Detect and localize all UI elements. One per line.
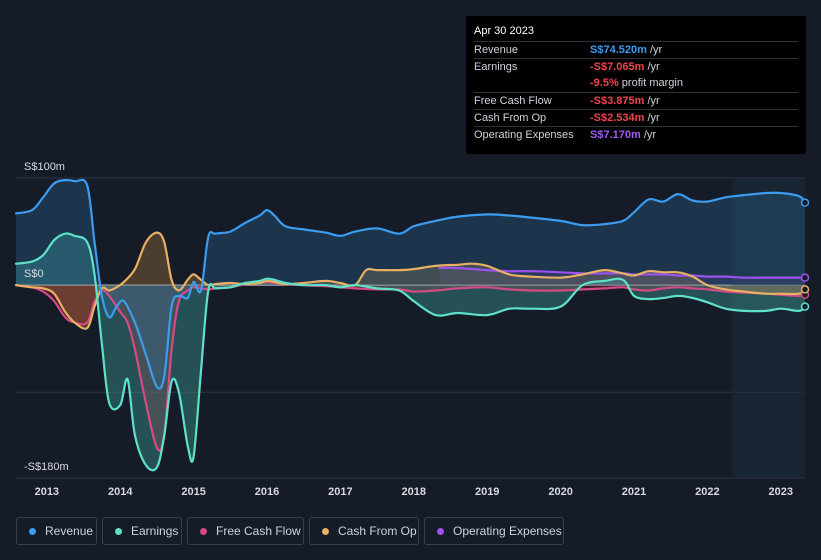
tooltip-value: S$7.170m (590, 129, 641, 141)
tooltip-unit: profit margin (618, 77, 683, 89)
x-tick-label: 2019 (475, 486, 499, 498)
operating-expenses-end-marker (800, 273, 810, 282)
legend-item-earnings[interactable]: Earnings (102, 517, 182, 545)
tooltip-value: -S$7.065m (590, 61, 645, 73)
tooltip-value: -S$3.875m (590, 95, 645, 107)
tooltip-unit: /yr (644, 95, 660, 107)
revenue-line (14, 178, 807, 390)
chart-grid (16, 177, 805, 479)
cash-from-op-area (16, 232, 805, 329)
x-tick-label: 2018 (402, 486, 426, 498)
x-tick-label: 2021 (622, 486, 646, 498)
series-end-markers (800, 198, 810, 311)
tooltip-panel: Apr 30 2023 Revenue S$74.520m /yr Earnin… (466, 16, 806, 154)
cash-from-op-line (14, 231, 807, 330)
tooltip-row-operating-expenses: Operating Expenses S$7.170m /yr (474, 126, 798, 144)
legend-item-operating-expenses[interactable]: Operating Expenses (424, 517, 564, 545)
x-tick-label: 2015 (181, 486, 205, 498)
tooltip-label: Free Cash Flow (474, 95, 552, 107)
x-axis-ticks: 2013 2014 2015 2016 2017 2018 2019 2020 2021 2022… (35, 486, 793, 498)
y-axis-label-zero: S$0 (24, 268, 44, 280)
free-cash-flow-dot-icon (200, 527, 207, 535)
legend-label: Cash From Op (338, 524, 417, 538)
forecast-shaded-region (731, 178, 805, 478)
series-lines (14, 178, 807, 472)
legend-label: Operating Expenses (453, 524, 562, 538)
tooltip-value: S$74.520m (590, 44, 647, 56)
tooltip-label: Revenue (474, 44, 519, 56)
legend-label: Revenue (45, 524, 94, 538)
legend-label: Free Cash Flow (216, 524, 301, 538)
x-tick-label: 2022 (695, 486, 719, 498)
cash-from-op-dot-icon (322, 527, 329, 535)
tooltip-label: Operating Expenses (474, 129, 574, 141)
y-axis-label-bottom: -S$180m (24, 461, 69, 473)
operating-expenses-line (438, 266, 807, 279)
tooltip-row-cash-from-op: Cash From Op -S$2.534m /yr (474, 109, 798, 127)
x-tick-label: 2016 (255, 486, 279, 498)
x-tick-label: 2017 (328, 486, 352, 498)
earnings-line (14, 232, 807, 472)
tooltip-row-earnings: Earnings -S$7.065m /yr (474, 58, 798, 76)
tooltip-value: -9.5% (590, 77, 619, 89)
tooltip-unit: /yr (644, 61, 660, 73)
tooltip-value: -S$2.534m (590, 112, 645, 124)
tooltip-unit: /yr (644, 112, 660, 124)
legend-item-cash-from-op[interactable]: Cash From Op (309, 517, 419, 545)
x-tick-label: 2023 (769, 486, 793, 498)
tooltip-unit: /yr (640, 129, 657, 141)
earnings-end-marker (800, 302, 810, 311)
earnings-dot-icon (115, 527, 122, 535)
revenue-dot-icon (29, 527, 36, 535)
tooltip-label: Cash From Op (474, 112, 547, 124)
y-axis-label-top: S$100m (24, 161, 65, 173)
x-tick-label: 2013 (35, 486, 59, 498)
operating-expenses-dot-icon (437, 527, 444, 535)
tooltip-row-revenue: Revenue S$74.520m /yr (474, 41, 798, 59)
revenue-area (16, 179, 805, 389)
revenue-end-marker (800, 198, 810, 207)
tooltip-unit: /yr (646, 44, 663, 56)
legend-item-free-cash-flow[interactable]: Free Cash Flow (187, 517, 304, 545)
tooltip-date: Apr 30 2023 (474, 25, 534, 37)
legend-item-revenue[interactable]: Revenue (16, 517, 97, 545)
cash-from-op-end-marker (800, 285, 810, 294)
tooltip-label: Earnings (474, 61, 518, 73)
legend-label: Earnings (131, 524, 179, 538)
x-tick-label: 2014 (108, 486, 133, 498)
x-tick-label: 2020 (548, 486, 572, 498)
tooltip-row-profit-margin: -9.5% profit margin (474, 75, 798, 92)
earnings-area (16, 233, 805, 471)
tooltip-row-free-cash-flow: Free Cash Flow -S$3.875m /yr (474, 92, 798, 110)
